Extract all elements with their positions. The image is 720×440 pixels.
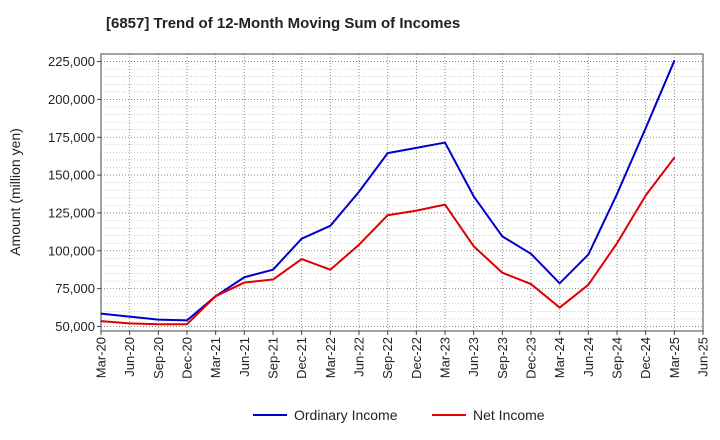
data-point [501,271,504,274]
data-point [214,295,217,297]
legend: Ordinary Income Net Income [253,407,545,423]
x-tick-label: Sep-21 [266,337,281,379]
data-point [243,276,246,279]
x-tick-label: Dec-24 [638,337,653,379]
y-tick-label: 175,000 [48,130,95,145]
x-tick-label: Dec-20 [180,337,195,379]
x-tick-label: Mar-23 [438,337,453,378]
x-tick-labels: Mar-20 Jun-20 Sep-20 Dec-20 Mar-21 Jun-21 Sep-… [94,337,711,379]
data-point [128,315,131,318]
x-tick-label: Jun-25 [696,337,711,377]
data-point [673,60,676,62]
data-point [186,323,188,325]
data-point [472,195,475,198]
data-point [329,225,332,227]
data-point [243,281,246,284]
data-point [157,323,160,325]
x-tick-label: Sep-20 [151,337,166,379]
x-tick-label: Jun-24 [581,337,596,377]
data-point [415,147,418,149]
data-point [616,193,618,195]
y-tick-label: 50,000 [55,319,95,334]
data-point [530,283,532,285]
data-point [558,282,561,285]
legend-label: Net Income [473,407,545,423]
data-point [300,258,303,260]
data-point [644,194,647,197]
chart-title: [6857] Trend of 12-Month Moving Sum of I… [106,15,461,32]
data-point [272,268,274,271]
data-point [128,322,131,325]
x-tick-label: Jun-20 [122,337,137,377]
y-tick-labels: 50,000 75,000 100,000 125,000 150,000 175,000… [48,54,95,334]
data-point [415,209,418,212]
x-tick-label: Jun-22 [352,337,367,377]
x-tick-label: Mar-21 [208,337,223,378]
x-tick-label: Jun-21 [237,337,252,377]
data-point [501,235,504,238]
x-tick-label: Mar-22 [323,337,338,378]
x-tick-label: Mar-20 [94,337,109,378]
data-point [530,253,532,255]
legend-label: Ordinary Income [294,407,398,423]
y-tick-label: 150,000 [48,168,95,183]
data-point [386,152,389,154]
x-tick-label: Mar-25 [667,337,682,378]
data-point [157,318,160,321]
plot-frame [100,53,704,332]
data-point [644,127,647,129]
data-point [472,245,475,248]
data-point [673,156,676,159]
data-point [587,284,590,286]
x-tick-label: Mar-24 [552,337,567,378]
data-point [272,278,274,281]
x-tick-label: Sep-23 [495,337,510,379]
y-tick-label: 100,000 [48,243,95,258]
y-axis-label: Amount (million yen) [7,128,23,256]
data-point [358,190,360,193]
data-point [444,203,446,206]
x-tick-label: Dec-22 [409,337,424,379]
x-tick-label: Dec-21 [294,337,309,379]
series-layer [100,60,676,326]
data-point [186,319,188,322]
x-tick-label: Sep-24 [610,337,625,379]
data-point [358,243,360,246]
data-point [444,141,446,144]
y-tick-label: 225,000 [48,54,95,69]
x-tick-label: Jun-23 [466,337,481,377]
data-point [300,237,303,240]
plot-area [101,54,703,331]
data-point [558,306,561,309]
y-tick-label: 200,000 [48,92,95,107]
data-point [329,268,332,271]
data-point [587,253,590,256]
data-point [616,242,618,245]
grid-layer [97,53,704,335]
x-tick-label: Sep-22 [380,337,395,379]
x-tick-label: Dec-23 [524,337,539,379]
y-tick-label: 75,000 [55,281,95,296]
data-point [386,214,389,217]
y-tick-label: 125,000 [48,205,95,220]
